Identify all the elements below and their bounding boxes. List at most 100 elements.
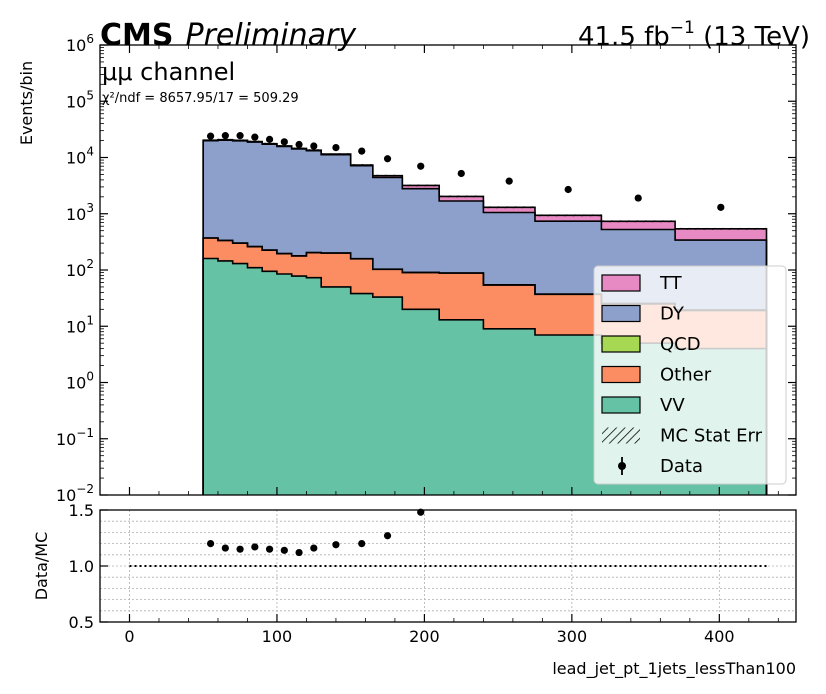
legend-swatch <box>601 304 641 323</box>
channel-label: μμ channel <box>102 58 235 86</box>
data-point <box>280 138 288 146</box>
data-points <box>206 132 725 211</box>
y-tick-label: 106 <box>66 32 94 55</box>
legend-hatch <box>602 427 640 444</box>
data-point <box>505 177 513 185</box>
error-band-bin <box>372 174 403 177</box>
y-tick-label: 10−1 <box>56 426 94 449</box>
legend-label: VV <box>660 395 685 416</box>
main-axes: 10−2 10−1 100 101 102 103 104 105 106 <box>56 32 797 505</box>
legend-entry-tt: TT <box>601 273 683 294</box>
legend-label: Data <box>660 456 703 477</box>
data-point <box>251 133 259 141</box>
data-point <box>564 185 572 194</box>
legend-marker <box>618 462 626 470</box>
mc-stat-error-band <box>203 138 767 230</box>
ratio-point <box>221 544 229 552</box>
data-point <box>206 132 215 140</box>
x-tick-label: 200 <box>409 627 440 646</box>
y-tick-label: 103 <box>66 201 94 224</box>
data-point <box>457 169 465 178</box>
error-band-bin <box>217 138 233 141</box>
cms-label: CMS Preliminary <box>100 18 357 53</box>
ratio-axes: 0.5 1.0 1.5 0 100 200 300 400 <box>69 501 797 646</box>
ratio-point <box>332 541 340 549</box>
ratio-point <box>280 546 288 554</box>
x-tick-label: 300 <box>557 627 588 646</box>
y-tick-label: 100 <box>66 370 94 393</box>
legend-entry-other: Other <box>601 365 712 386</box>
legend-swatch <box>601 365 641 384</box>
legend-entry-qcd: QCD <box>601 334 701 355</box>
data-point <box>221 132 229 140</box>
error-band-bin <box>535 214 602 217</box>
error-band-bin <box>306 149 322 152</box>
ratio-y-axis-label: Data/MC <box>32 532 51 601</box>
y-tick-label: 10−2 <box>56 482 94 505</box>
y-tick-label: 102 <box>66 257 94 280</box>
data-point <box>295 140 303 149</box>
ratio-plot-panel: 0.5 1.0 1.5 0 100 200 300 400 Data/MC lead_jet_… <box>32 501 797 679</box>
legend-swatch <box>601 396 641 414</box>
legend-entry-mc-stat-err: MC Stat Err <box>602 426 763 447</box>
legend-label: TT <box>659 273 683 294</box>
error-band-bin <box>402 184 440 187</box>
stack-outline-qcd <box>202 237 768 495</box>
ratio-point <box>206 540 215 548</box>
ratio-point <box>358 540 366 548</box>
data-point <box>265 135 274 143</box>
data-point <box>236 132 244 140</box>
legend-entry-dy: DY <box>601 304 685 325</box>
legend-entry-vv: VV <box>601 395 685 416</box>
y-tick-label: 105 <box>66 88 94 111</box>
data-point <box>310 142 318 150</box>
luminosity-label: 41.5 fb−1 (13 TeV) <box>578 18 810 52</box>
error-band-bin <box>232 139 248 142</box>
main-plot-panel: 10−2 10−1 100 101 102 103 104 105 106 μμ channel… <box>17 32 797 505</box>
data-point <box>417 162 425 170</box>
legend-entry-data: Data <box>618 456 703 477</box>
data-point <box>634 194 642 202</box>
legend-swatch <box>601 335 641 353</box>
error-band-bin <box>276 144 292 147</box>
legend-label: QCD <box>660 334 701 355</box>
ratio-point <box>251 543 259 551</box>
error-band-bin <box>203 139 218 142</box>
ratio-point <box>295 548 303 557</box>
legend-label: DY <box>660 304 685 325</box>
legend-swatch <box>601 274 641 292</box>
data-point <box>383 155 392 163</box>
ratio-point <box>236 545 244 553</box>
legend-box <box>593 265 787 485</box>
stack-outline-vv <box>202 257 768 495</box>
legend-label: Other <box>660 365 712 386</box>
error-band-bin <box>350 164 373 166</box>
ratio-point <box>383 532 392 540</box>
error-band-bin <box>483 206 535 209</box>
chi2-label: χ²/ndf = 8657.95/17 = 509.29 <box>102 91 299 106</box>
x-tick-label: 400 <box>704 627 735 646</box>
ratio-points <box>206 508 425 557</box>
legend: TT DY QCD Other VV MC Stat Err Data <box>593 265 787 485</box>
y-tick-label: 101 <box>66 313 94 336</box>
ratio-y-tick-label: 0.5 <box>69 613 94 632</box>
ratio-y-tick-label: 1.5 <box>69 501 94 520</box>
data-point <box>332 143 340 152</box>
ratio-point <box>310 544 318 552</box>
data-point <box>717 203 725 211</box>
error-band-bin <box>247 140 263 143</box>
main-y-axis-label: Events/bin <box>17 61 36 145</box>
data-point <box>358 147 366 155</box>
error-band-bin <box>439 195 484 198</box>
error-band-bin <box>675 227 767 230</box>
error-band-bin <box>601 220 676 223</box>
error-band-bin <box>321 153 351 156</box>
ratio-point <box>265 545 274 553</box>
x-tick-label: 100 <box>262 627 293 646</box>
legend-label: MC Stat Err <box>660 426 763 447</box>
ratio-y-tick-label: 1.0 <box>69 557 94 576</box>
stack-layer-tt <box>203 139 767 241</box>
error-band-bin <box>262 142 277 145</box>
x-axis-label: lead_jet_pt_1jets_lessThan100 <box>552 659 796 679</box>
